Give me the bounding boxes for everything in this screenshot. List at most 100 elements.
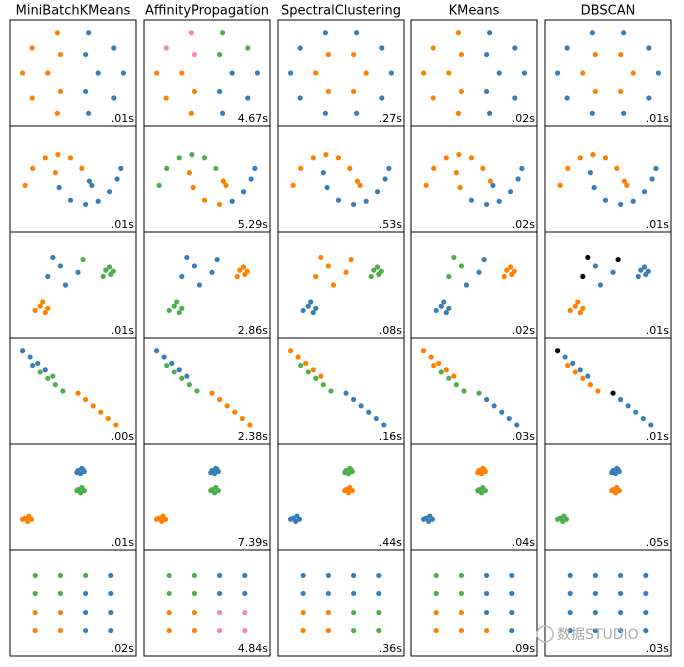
point [592,263,599,269]
point [245,95,251,101]
point [379,95,385,101]
point [293,518,299,524]
point [630,70,636,76]
point [105,415,111,422]
point [325,572,331,579]
panel: 5.29s [143,125,271,233]
point [80,256,86,263]
point [458,609,464,616]
point [57,609,64,616]
point [217,396,223,403]
point [567,627,573,634]
point [635,273,641,280]
point [215,488,221,494]
point [609,470,615,476]
point [32,590,38,597]
point [595,388,601,394]
point [184,254,190,261]
point [521,70,528,76]
point [40,299,46,305]
panel-frame [143,337,271,445]
point [111,45,117,51]
panel: 7.39s [143,443,271,551]
watermark-icon [536,625,554,643]
time-label: .02s [512,218,535,231]
point [468,197,475,203]
panel-frame [143,19,271,127]
panel-frame [277,549,405,657]
point [378,268,384,274]
point [564,95,570,101]
point [567,590,573,597]
panel: .03s [544,549,672,657]
point [80,466,86,473]
point [325,88,331,95]
point [108,590,114,597]
point [507,264,514,270]
point [209,390,215,396]
point [555,348,561,354]
point [29,95,35,101]
point [428,354,434,360]
point [618,572,624,579]
panel: .01s [9,125,137,233]
point [247,422,253,428]
point [220,178,226,184]
point [240,264,247,270]
point [597,282,604,288]
point [37,303,43,309]
column-title: SpectralClustering [281,4,401,19]
point [100,273,106,280]
point [171,369,177,375]
point [45,273,51,280]
point [95,70,101,76]
point [300,627,306,634]
point [164,165,170,171]
point [52,170,58,176]
point [351,609,357,616]
point [618,396,624,403]
point [443,155,449,161]
point [191,609,197,616]
point [318,373,324,379]
point [379,45,385,51]
point [349,488,355,494]
panel-frame [544,337,672,445]
point [374,189,381,195]
point [451,254,457,261]
point [248,176,254,182]
point [120,70,126,76]
point [512,45,518,51]
point [618,201,624,208]
point [57,51,64,58]
point [74,488,80,494]
point [585,254,591,261]
point [154,70,160,76]
point [461,388,467,394]
point [77,490,84,496]
panel: .01s [9,443,137,551]
time-label: .01s [646,112,669,125]
point [166,307,172,314]
point [254,70,260,76]
point [328,388,334,394]
point [615,466,621,473]
point [45,305,51,311]
time-label: .53s [379,218,402,231]
point [616,488,622,494]
point [496,70,502,76]
point [487,30,493,36]
point [28,516,35,522]
point [618,51,624,58]
point [388,70,394,76]
point [335,155,342,161]
point [441,299,447,305]
point [32,572,38,579]
point [357,182,363,188]
point [610,269,616,275]
panel: .01s [9,231,137,339]
point [351,201,357,208]
point [54,30,60,36]
point [166,609,172,616]
point [242,572,248,579]
